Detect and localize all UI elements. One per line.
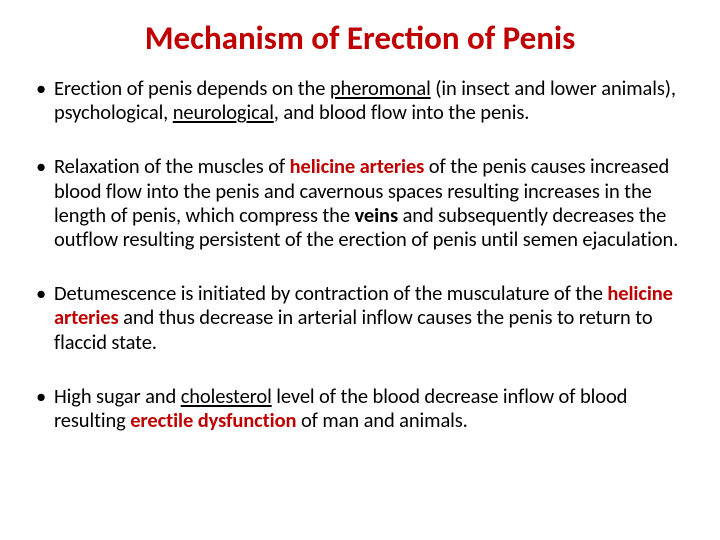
text-segment: Relaxation of the muscles of (54, 153, 290, 179)
text-segment: helicine arteries (290, 153, 425, 179)
text-segment: cholesterol (181, 383, 272, 409)
text-segment: Erection of penis depends on the (54, 75, 330, 101)
text-segment: neurological (173, 99, 274, 125)
list-item: Relaxation of the muscles of helicine ar… (30, 154, 690, 251)
text-segment: veins (354, 202, 398, 228)
text-segment: High sugar and (54, 383, 181, 409)
slide-title: Mechanism of Erection of Penis (30, 18, 690, 58)
list-item: Detumescence is initiated by contraction… (30, 281, 690, 354)
text-segment: erectile dysfunction (130, 407, 296, 433)
text-segment: Detumescence is initiated by contraction… (54, 280, 607, 306)
text-segment: , and blood flow into the penis. (274, 99, 530, 125)
text-segment: and thus decrease in arterial inflow cau… (54, 304, 653, 354)
bullet-list: Erection of penis depends on the pheromo… (30, 76, 690, 432)
text-segment: pheromonal (330, 75, 431, 101)
list-item: High sugar and cholesterol level of the … (30, 384, 690, 432)
list-item: Erection of penis depends on the pheromo… (30, 76, 690, 124)
text-segment: of man and animals. (296, 407, 467, 433)
